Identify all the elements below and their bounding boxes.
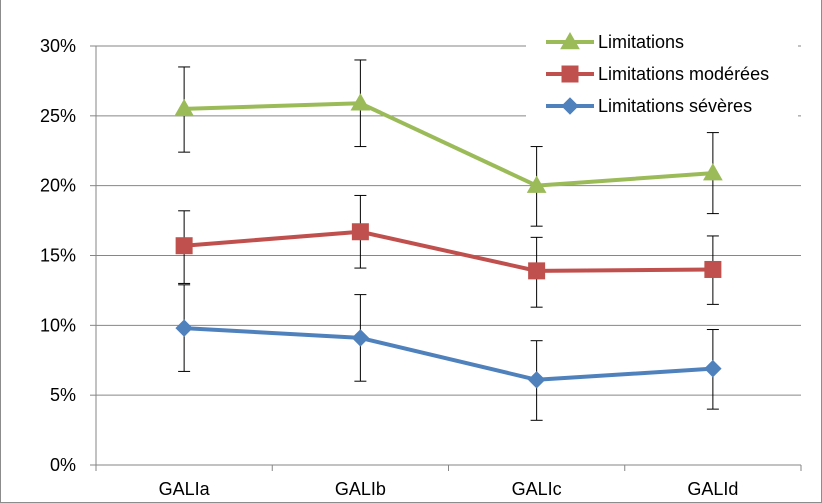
y-tick-label: 20% [40,176,76,196]
x-tick-label: GALId [687,479,738,499]
data-point [351,329,370,347]
legend-marker [560,31,580,50]
series-lines [183,101,714,382]
legend: Limitations Limitations modérées Limitatio… [526,18,798,132]
data-point [350,93,371,111]
data-point [703,163,723,181]
x-tick-label: GALIb [335,479,386,499]
legend-label: Limitations modérées [598,64,769,84]
y-tick-label: 25% [40,106,76,126]
x-tick-label: GALIa [159,479,211,499]
data-point [174,98,194,117]
x-tick-label: GALIc [512,479,562,499]
data-point [704,260,722,278]
data-point [526,175,547,193]
x-axis-ticks: GALIa GALIb GALIc GALId [95,465,802,499]
y-tick-label: 5% [50,385,76,405]
y-tick-label: 0% [50,455,76,475]
data-point [527,371,546,389]
series-markers [174,93,723,389]
legend-label: Limitations sévères [598,96,752,116]
gridlines [96,45,801,396]
y-tick-label: 10% [40,315,76,335]
data-point [704,359,722,378]
legend-marker [561,97,579,115]
data-point [528,262,546,280]
legend-marker [561,65,579,83]
data-point [175,319,193,337]
data-point [175,237,193,255]
legend-label: Limitations [598,32,684,52]
series-line [184,101,714,188]
series-line [183,229,713,273]
y-axis-ticks: 0% 5% 10% 15% 20% 25% 30% [40,36,96,475]
y-tick-label: 15% [40,246,76,266]
series-line [184,326,714,382]
y-tick-label: 30% [40,36,76,56]
data-point [351,223,369,241]
